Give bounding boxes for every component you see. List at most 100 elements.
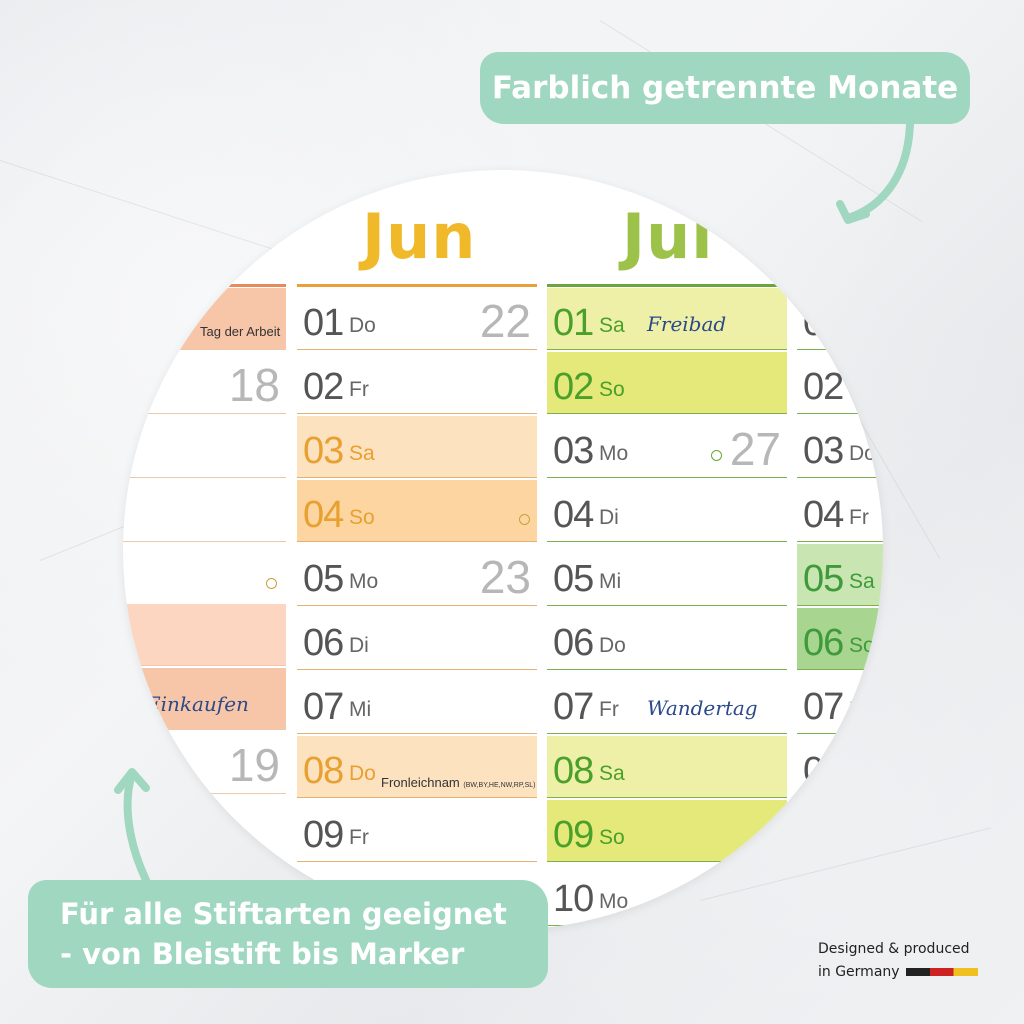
day-number: 06 xyxy=(803,622,844,664)
jul-day-04[interactable]: 04 Di xyxy=(547,480,787,542)
aug-day-03[interactable]: 03 Do xyxy=(797,416,883,478)
jun-day-02[interactable]: 02 Fr xyxy=(297,352,537,414)
jul-day-06[interactable]: 06 Do xyxy=(547,608,787,670)
day-number: 02 xyxy=(553,366,594,408)
weekday-label: So xyxy=(849,634,875,657)
german-flag-icon xyxy=(905,968,978,976)
footer-line1: Designed & produced xyxy=(818,941,970,957)
calendar-closeup: Jun Jul Tag der Arbeit 18 Einkaufen xyxy=(123,170,883,930)
weekday-label: Mo xyxy=(599,442,629,465)
day-number: 04 xyxy=(553,494,594,536)
weekday-label: Di xyxy=(599,506,619,529)
month-title-jun: Jun xyxy=(362,200,477,273)
day-number: 01 xyxy=(553,302,594,344)
may-day-05[interactable] xyxy=(123,544,286,606)
jul-day-03[interactable]: 03 Mo 27 xyxy=(547,416,787,478)
may-day-03[interactable] xyxy=(123,416,286,478)
may-week-18: 18 xyxy=(228,359,280,411)
aug-day-07[interactable]: 07 M xyxy=(797,672,883,734)
day-number: 03 xyxy=(803,430,844,472)
day-number: 04 xyxy=(803,494,844,536)
day-number: 05 xyxy=(553,558,594,600)
footer-line2-text: in Germany xyxy=(818,964,900,980)
jun-day-08[interactable]: 08 Do Fronleichnam (BW,BY,HE,NW,RP,SL) xyxy=(297,736,537,798)
jun-day-01[interactable]: 01 Do 22 xyxy=(297,288,537,350)
moon-icon xyxy=(266,578,277,589)
day-number: 09 xyxy=(553,814,594,856)
jul-day-05[interactable]: 05 Mi xyxy=(547,544,787,606)
jun-day-05[interactable]: 05 Mo 23 xyxy=(297,544,537,606)
aug-underline xyxy=(797,284,883,287)
moon-icon xyxy=(711,450,722,461)
weekday-label: Sa xyxy=(599,314,625,337)
weekday-label: Mo xyxy=(599,890,629,913)
day-number: 08 xyxy=(553,750,594,792)
aug-day-02[interactable]: 02 M xyxy=(797,352,883,414)
made-in-germany: Designed & produced in Germany xyxy=(818,938,978,984)
day-number: 06 xyxy=(553,622,594,664)
aug-day-06[interactable]: 06 So xyxy=(797,608,883,670)
aug-day-05[interactable]: 05 Sa xyxy=(797,544,883,606)
arrow-up-icon xyxy=(114,768,150,884)
week-number: 22 xyxy=(479,295,531,347)
jul-day-09[interactable]: 09 So xyxy=(547,800,787,862)
weekday-label: Do xyxy=(849,442,876,465)
day-number: 07 xyxy=(803,686,844,728)
day-number: 01 xyxy=(303,302,344,344)
jun-day-04[interactable]: 04 So xyxy=(297,480,537,542)
footer-line2: in Germany xyxy=(818,961,978,984)
weekday-label: Do xyxy=(349,762,376,785)
may-day-06[interactable] xyxy=(123,604,286,666)
weekday-label: Do xyxy=(349,314,376,337)
may-note: Einkaufen xyxy=(146,692,249,716)
holiday-label: Fronleichnam (BW,BY,HE,NW,RP,SL) xyxy=(381,775,536,790)
weekday-label: Do xyxy=(599,634,626,657)
weekday-label: M xyxy=(849,698,867,721)
jul-day-01[interactable]: 01 Sa Freibad xyxy=(547,288,787,350)
callout-bottom-line1: Für alle Stiftarten geeignet xyxy=(60,897,507,931)
callout-top: Farblich getrennte Monate xyxy=(480,52,970,124)
weekday-label: So xyxy=(599,826,625,849)
aug-day-0[interactable]: 0 xyxy=(797,288,883,350)
may-day-04[interactable] xyxy=(123,480,286,542)
may-day-02[interactable]: 18 xyxy=(123,352,286,414)
handwritten-note: Wandertag xyxy=(647,696,758,720)
day-number: 06 xyxy=(303,622,344,664)
jul-day-08[interactable]: 08 Sa xyxy=(547,736,787,798)
may-week-19: 19 xyxy=(228,739,280,791)
weekday-label: M xyxy=(849,378,867,401)
jun-day-09[interactable]: 09 Fr xyxy=(297,800,537,862)
may-day-01[interactable]: Tag der Arbeit xyxy=(123,288,286,350)
day-number: 03 xyxy=(553,430,594,472)
callout-bottom-line2: - von Bleistift bis Marker xyxy=(60,937,465,971)
may-underline xyxy=(123,284,286,287)
may-day-07[interactable]: Einkaufen xyxy=(123,668,286,730)
jul-day-10[interactable]: 10 Mo xyxy=(547,864,787,926)
aug-day-0[interactable]: 0 xyxy=(797,736,883,798)
jun-day-07[interactable]: 07 Mi xyxy=(297,672,537,734)
week-number: 27 xyxy=(729,423,781,475)
week-number: 23 xyxy=(479,551,531,603)
weekday-label: Sa xyxy=(849,570,875,593)
may-day-08[interactable]: 19 xyxy=(123,732,286,794)
day-number: 07 xyxy=(553,686,594,728)
day-number: 0 xyxy=(803,302,824,344)
weekday-label: Fr xyxy=(349,378,369,401)
day-number: 08 xyxy=(303,750,344,792)
jul-day-02[interactable]: 02 So xyxy=(547,352,787,414)
holiday-states: (BW,BY,HE,NW,RP,SL) xyxy=(463,782,536,789)
aug-day-04[interactable]: 04 Fr xyxy=(797,480,883,542)
weekday-label: Mi xyxy=(349,698,372,721)
weekday-label: Mi xyxy=(599,570,622,593)
jul-underline xyxy=(547,284,787,287)
day-number: 04 xyxy=(303,494,344,536)
jul-day-07[interactable]: 07 Fr Wandertag xyxy=(547,672,787,734)
moon-icon xyxy=(519,514,530,525)
weekday-label: Sa xyxy=(349,442,375,465)
day-number: 05 xyxy=(303,558,344,600)
weekday-label: Fr xyxy=(349,826,369,849)
jun-day-06[interactable]: 06 Di xyxy=(297,608,537,670)
weekday-label: Fr xyxy=(599,698,619,721)
jun-day-03[interactable]: 03 Sa xyxy=(297,416,537,478)
weekday-label: Sa xyxy=(599,762,625,785)
